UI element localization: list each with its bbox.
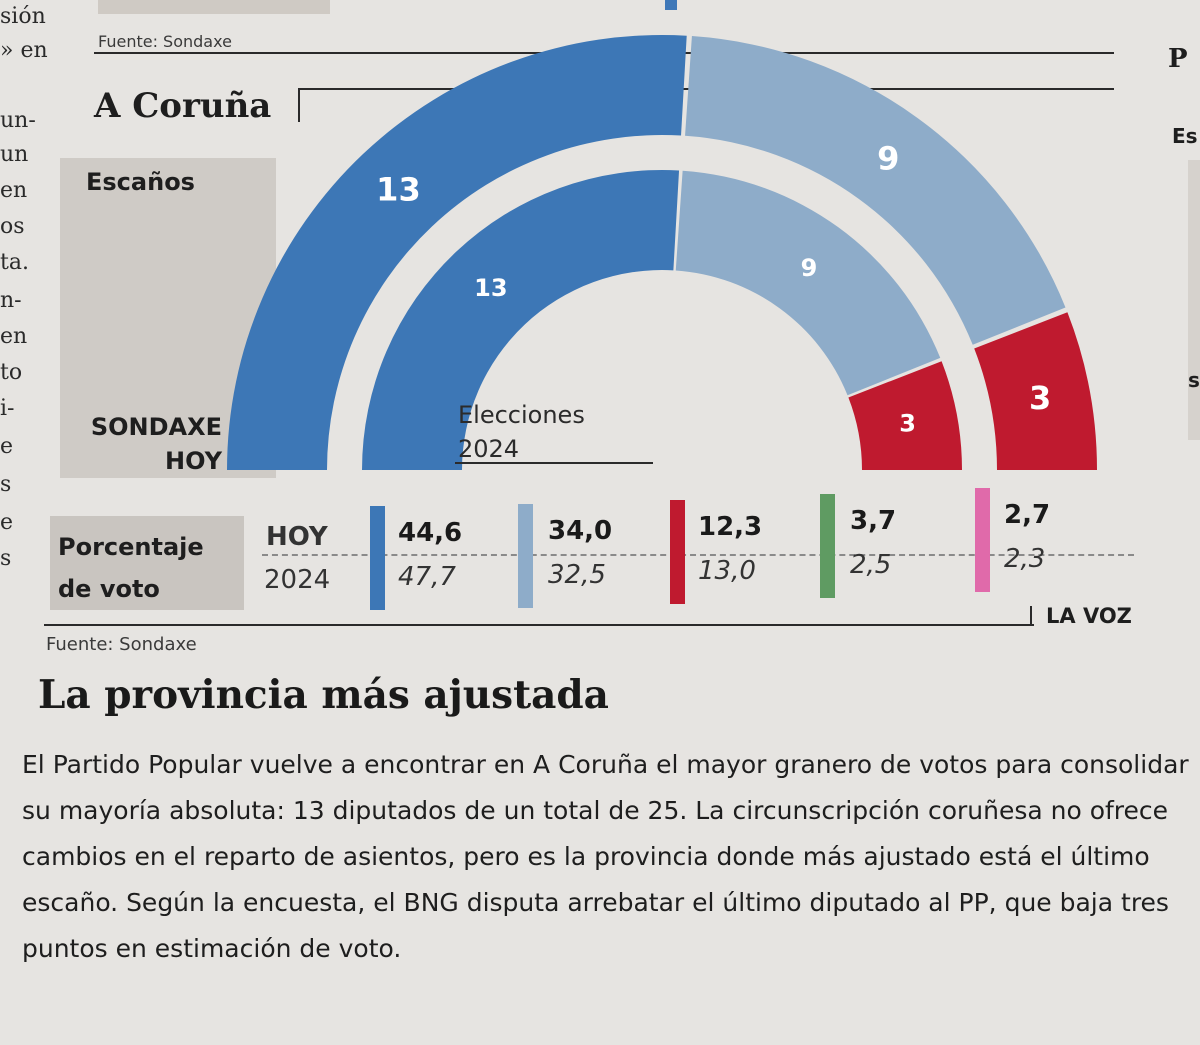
pct-hoy-4: 3,7 — [850, 506, 897, 536]
outer-ring-label: SONDAXE HOY — [90, 413, 222, 475]
left-column-fragments: sión» en un-un en os ta. n-en to i-e s e s — [0, 0, 60, 620]
pct-bar-4 — [820, 494, 835, 598]
pct-bar-5 — [975, 488, 990, 592]
pct-hoy-5: 2,7 — [1004, 500, 1051, 530]
previous-chart-remnant — [98, 0, 330, 14]
seat-arc-2024-2 — [675, 170, 941, 396]
pct-2024-5: 2,3 — [1004, 544, 1046, 574]
pct-2024-3: 13,0 — [698, 556, 756, 586]
bottom-rule-hook — [1030, 606, 1032, 626]
right-column-gray-box — [1188, 160, 1200, 440]
article-body: El Partido Popular vuelve a encontrar en… — [22, 750, 1189, 963]
left-fragment: en — [0, 324, 28, 349]
right-column-fragment-p: P — [1168, 44, 1188, 74]
source-text: Fuente: Sondaxe — [46, 634, 197, 655]
pct-2024-2: 32,5 — [548, 560, 606, 590]
left-fragment: i- — [0, 396, 15, 421]
left-fragment: » en — [0, 38, 48, 63]
left-fragment: s — [0, 546, 12, 571]
left-fragment: en — [0, 178, 28, 203]
row-divider — [262, 554, 1134, 556]
right-column-fragment-es: Es — [1172, 124, 1198, 148]
seats-label: Escaños — [86, 168, 195, 196]
pct-bar-3 — [670, 500, 685, 604]
credit-la-voz: LA VOZ — [1046, 604, 1132, 628]
left-fragment: un- — [0, 108, 36, 133]
vote-percentage-label: Porcentaje de voto — [58, 526, 204, 610]
top-source-text: Fuente: Sondaxe — [98, 32, 232, 51]
seat-label-2024-2: 9 — [801, 254, 818, 282]
seat-arc-2024-3 — [848, 361, 962, 470]
seat-arc-hoy-3 — [974, 312, 1097, 470]
seat-arc-2024-1 — [362, 170, 680, 471]
left-fragment: e — [0, 434, 14, 459]
left-fragment: e — [0, 510, 14, 535]
left-fragment: os — [0, 214, 25, 239]
inner-ring-label-line1: Elecciones — [458, 401, 585, 429]
pct-2024-4: 2,5 — [850, 550, 892, 580]
seat-label-hoy-1: 13 — [376, 171, 421, 209]
pct-hoy-2: 34,0 — [548, 516, 613, 546]
article-headline: La provincia más ajustada — [38, 672, 609, 718]
left-fragment: un — [0, 142, 29, 167]
vote-percentage-panel — [50, 516, 244, 610]
bottom-rule — [44, 624, 1034, 626]
left-fragment: n- — [0, 288, 22, 313]
inner-ring-label: Elecciones 2024 — [458, 398, 585, 466]
seat-label-2024-1: 13 — [474, 274, 507, 302]
seat-label-hoy-2: 9 — [877, 140, 899, 178]
row-label-hoy: HOY — [266, 522, 328, 552]
title-rule-tick — [298, 88, 300, 122]
vote-percentage-label-line1: Porcentaje — [58, 533, 204, 561]
inner-ring-underline — [455, 462, 653, 464]
pct-hoy-1: 44,6 — [398, 518, 463, 548]
seat-label-2024-3: 3 — [899, 410, 916, 438]
pct-bar-1 — [370, 506, 385, 610]
pct-2024-1: 47,7 — [398, 562, 456, 592]
pct-hoy-3: 12,3 — [698, 512, 763, 542]
right-column-fragment-s: s — [1188, 368, 1200, 392]
seat-label-hoy-3: 3 — [1029, 379, 1051, 417]
seat-arc-hoy-2 — [685, 36, 1066, 345]
vote-percentage-label-line2: de voto — [58, 575, 160, 603]
previous-chart-bar-remnant — [665, 0, 677, 10]
left-fragment: sión — [0, 4, 46, 29]
pct-bar-2 — [518, 504, 533, 608]
left-fragment: ta. — [0, 250, 29, 275]
left-fragment: s — [0, 472, 12, 497]
inner-ring-label-line2: 2024 — [458, 435, 520, 463]
left-fragment: to — [0, 360, 23, 385]
seat-arc-hoy-1 — [227, 34, 687, 471]
chart-title: A Coruña — [94, 86, 272, 126]
row-label-2024: 2024 — [264, 565, 331, 595]
